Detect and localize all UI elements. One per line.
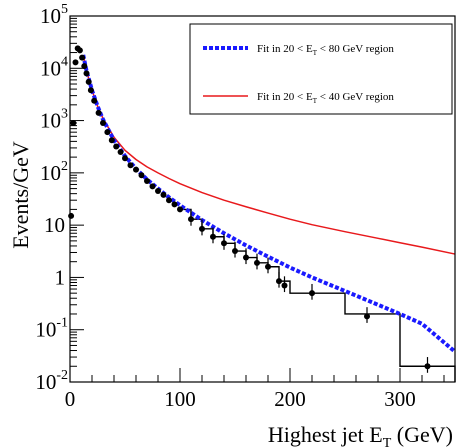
data-point xyxy=(171,201,178,208)
data-point xyxy=(108,137,115,144)
legend-entry-blue-fit: Fit in 20 < ET < 80 GeV region xyxy=(257,43,394,57)
data-point xyxy=(113,143,120,150)
y-tick-label: 105 xyxy=(40,2,68,28)
y-tick-label: 1 xyxy=(55,265,66,289)
data-point xyxy=(72,59,79,66)
y-tick-label: 104 xyxy=(40,54,68,80)
data-point xyxy=(160,191,167,198)
histogram-layer xyxy=(180,208,456,382)
x-tick-label: 200 xyxy=(274,387,306,411)
y-tick-label: 10-2 xyxy=(35,368,68,394)
legend-entry-red-fit: Fit in 20 < ET < 40 GeV region xyxy=(257,91,394,105)
data-point xyxy=(76,47,83,54)
x-axis-title: Highest jet ET (GeV) xyxy=(268,422,453,447)
data-point xyxy=(276,271,282,288)
data-point xyxy=(210,227,216,244)
data-point xyxy=(144,177,150,184)
data-point xyxy=(68,212,75,219)
data-point xyxy=(100,119,106,126)
legend: Fit in 20 < ET < 80 GeV region Fit in 20… xyxy=(189,23,453,115)
x-tick-label: 300 xyxy=(384,387,416,411)
data-point xyxy=(83,70,90,77)
data-point xyxy=(95,109,102,116)
data-point xyxy=(127,162,134,169)
data-point xyxy=(117,149,124,156)
data-point xyxy=(81,63,88,70)
y-tick-label: 10 xyxy=(44,213,65,237)
data-point xyxy=(149,183,156,190)
data-point xyxy=(188,209,194,226)
legend-box xyxy=(189,23,453,115)
y-axis-title: Events/GeV xyxy=(8,141,33,249)
data-point xyxy=(281,276,288,293)
axes-layer: 0 100 200 300 10-2 10-1 1 10 102 103 104 105 xyxy=(35,2,445,411)
data-point xyxy=(424,357,431,373)
data-point xyxy=(364,307,370,323)
data-point xyxy=(265,257,271,274)
data-point xyxy=(221,234,227,250)
plot-frame xyxy=(69,15,456,383)
data-point xyxy=(122,155,128,162)
histogram-steps xyxy=(180,208,456,382)
x-tick-label: 0 xyxy=(65,387,76,411)
data-point xyxy=(177,206,183,213)
data-point xyxy=(166,197,172,204)
data-points-layer xyxy=(68,45,431,373)
data-point xyxy=(85,78,92,85)
x-tick-label: 100 xyxy=(164,387,196,411)
data-point xyxy=(91,97,98,104)
data-point xyxy=(87,87,94,94)
fit-curve-20-80 xyxy=(81,54,456,354)
data-point xyxy=(232,241,238,258)
data-point xyxy=(133,166,139,173)
data-point xyxy=(79,54,86,61)
data-point xyxy=(254,253,260,270)
data-point xyxy=(138,172,145,179)
y-tick-label: 103 xyxy=(40,107,68,133)
data-point xyxy=(155,187,161,194)
data-point xyxy=(199,219,205,236)
y-tick-label: 10-1 xyxy=(35,316,68,342)
y-tick-label: 102 xyxy=(40,159,68,185)
data-point xyxy=(104,129,111,136)
data-point xyxy=(309,283,315,300)
data-point xyxy=(243,248,249,265)
